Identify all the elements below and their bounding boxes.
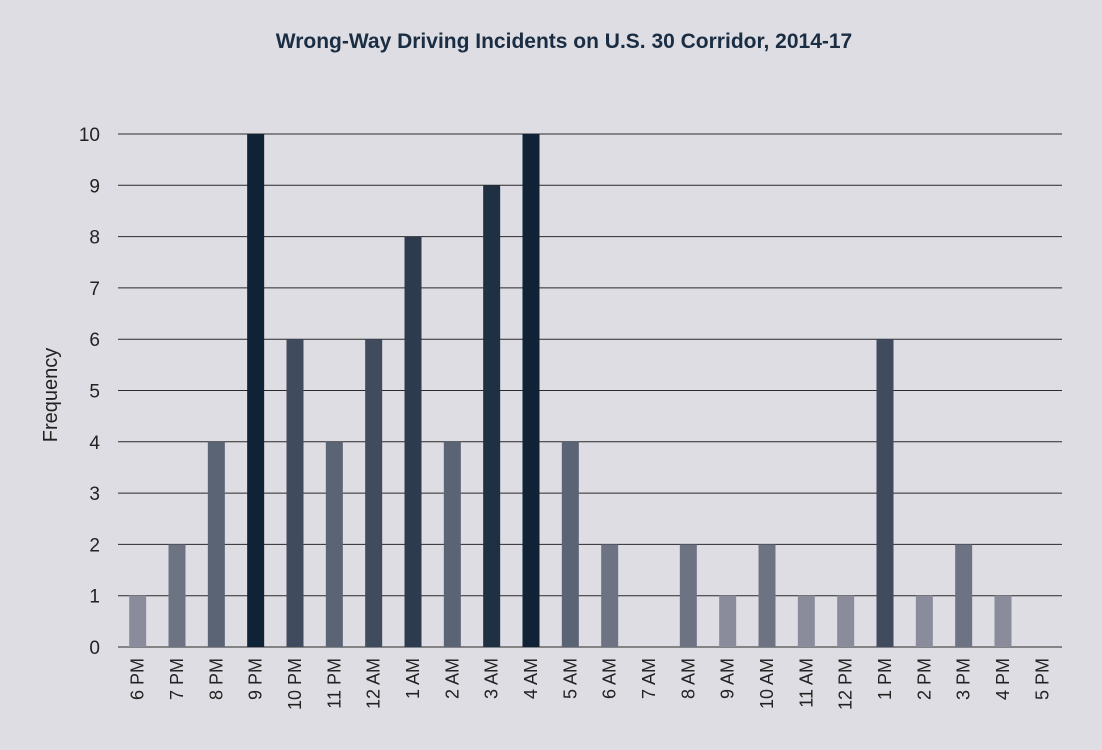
x-tick-label: 1 PM	[875, 658, 895, 700]
bar	[365, 339, 383, 647]
bar	[129, 595, 147, 647]
bar	[247, 134, 265, 647]
bar	[286, 339, 304, 647]
y-tick-label: 1	[89, 587, 100, 608]
y-axis-label: Frequency	[40, 348, 62, 443]
x-tick-label: 3 AM	[482, 658, 502, 699]
bar	[679, 544, 697, 647]
y-tick-label: 10	[79, 125, 100, 146]
bar	[522, 134, 540, 647]
bar	[207, 441, 225, 647]
x-tick-label: 11 AM	[796, 658, 816, 708]
x-tick-label: 4 PM	[993, 658, 1013, 700]
y-tick-label: 8	[89, 228, 100, 249]
y-tick-label: 3	[89, 484, 100, 505]
bar	[404, 236, 422, 647]
bar	[876, 339, 894, 647]
x-tick-label: 9 PM	[246, 658, 266, 700]
x-tick-label: 5 PM	[1032, 658, 1052, 700]
bar	[443, 441, 461, 647]
bars	[129, 134, 1012, 648]
y-tick-label: 9	[89, 176, 100, 197]
bar	[325, 441, 343, 647]
bar	[758, 544, 776, 647]
y-tick-label: 4	[89, 433, 100, 454]
y-tick-label: 5	[89, 382, 100, 403]
x-tick-label: 11 PM	[324, 658, 344, 709]
x-tick-label: 10 AM	[757, 658, 777, 709]
x-tick-label: 8 AM	[678, 658, 698, 699]
bar	[168, 544, 186, 647]
x-tick-label: 12 AM	[364, 658, 384, 709]
x-tick-label: 6 AM	[600, 658, 620, 699]
x-tick-label: 7 AM	[639, 658, 659, 699]
bar	[601, 544, 619, 647]
x-tick-label: 9 AM	[718, 658, 738, 699]
bar	[483, 185, 501, 648]
bar	[719, 595, 737, 647]
x-tick-label: 4 AM	[521, 658, 541, 699]
bar	[915, 595, 933, 647]
x-tick-label: 5 AM	[560, 658, 580, 699]
x-tick-label: 2 AM	[442, 658, 462, 699]
bar	[797, 595, 815, 647]
y-tick-label: 6	[89, 330, 100, 351]
x-tick-label: 12 PM	[836, 658, 856, 710]
y-tick-label: 2	[89, 535, 100, 556]
y-tick-labels: 0 1 2 3 4 5 6 7 8 9 10	[79, 125, 101, 659]
x-tick-label: 10 PM	[285, 658, 305, 710]
y-tick-label: 7	[89, 279, 100, 300]
x-tick-label: 6 PM	[128, 658, 148, 700]
bar	[837, 595, 855, 647]
gridlines	[118, 133, 1062, 648]
bar	[561, 441, 579, 647]
x-tick-labels: 6 PM 7 PM 8 PM 9 PM 10 PM 11 PM 12 AM 1 AM 2 AM 3…	[128, 658, 1053, 710]
bar	[994, 595, 1012, 647]
y-tick-label: 0	[89, 638, 100, 659]
x-tick-label: 3 PM	[954, 658, 974, 700]
x-tick-label: 1 AM	[403, 658, 423, 699]
x-tick-label: 7 PM	[167, 658, 187, 700]
x-tick-label: 2 PM	[914, 658, 934, 700]
chart-title: Wrong-Way Driving Incidents on U.S. 30 C…	[276, 30, 852, 53]
x-tick-label: 8 PM	[206, 658, 226, 700]
bar	[955, 544, 973, 647]
